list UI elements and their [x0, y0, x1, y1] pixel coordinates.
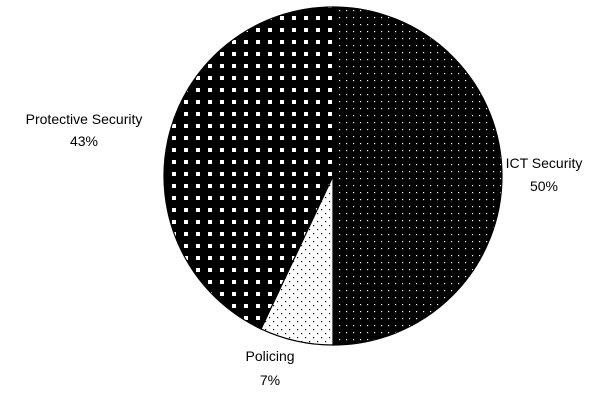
slice-value-ict-security: 50%: [530, 178, 558, 194]
slice-value-policing: 7%: [260, 372, 280, 388]
slice-label-policing: Policing: [245, 348, 294, 364]
slice-labels: ICT Security 50% Policing 7% Protective Secu…: [26, 111, 583, 388]
pie-slice-ict-security: [332, 6, 503, 346]
slice-label-protective-security: Protective Security: [26, 111, 143, 127]
slice-label-ict-security: ICT Security: [506, 155, 583, 171]
pie-slice-protective-security: [163, 6, 334, 330]
slice-value-protective-security: 43%: [70, 133, 98, 149]
pie-slices: [163, 6, 503, 346]
